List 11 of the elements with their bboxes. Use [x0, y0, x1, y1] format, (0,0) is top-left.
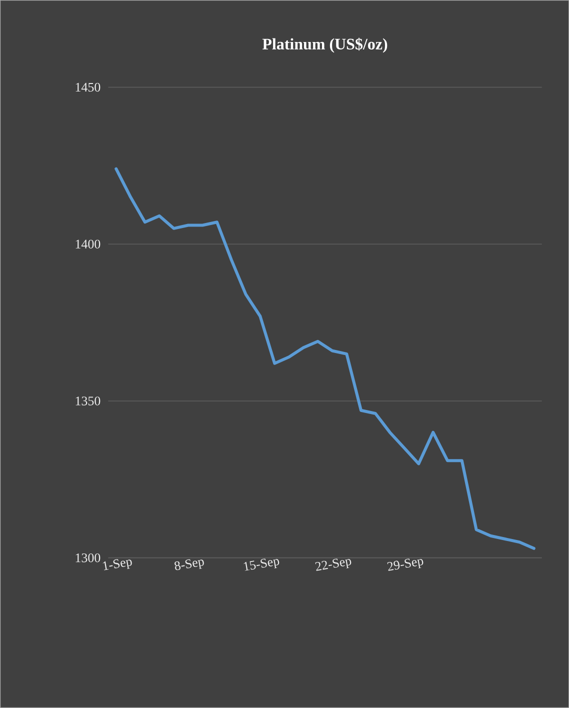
- chart-title: Platinum (US$/oz): [262, 38, 388, 53]
- y-tick-label: 1450: [76, 82, 100, 92]
- x-tick-label: 8-Sep: [174, 559, 204, 570]
- x-tick-label: 29-Sep: [387, 558, 424, 571]
- y-tick-label: 1350: [76, 396, 100, 406]
- x-tick-label: 15-Sep: [244, 558, 280, 571]
- y-tick-label: 1400: [76, 240, 100, 248]
- x-tick-label: 22-Sep: [315, 558, 352, 571]
- line-series: [114, 167, 536, 550]
- x-tick-label: 1-Sep: [102, 559, 132, 570]
- y-tick-label: 1300: [76, 553, 100, 562]
